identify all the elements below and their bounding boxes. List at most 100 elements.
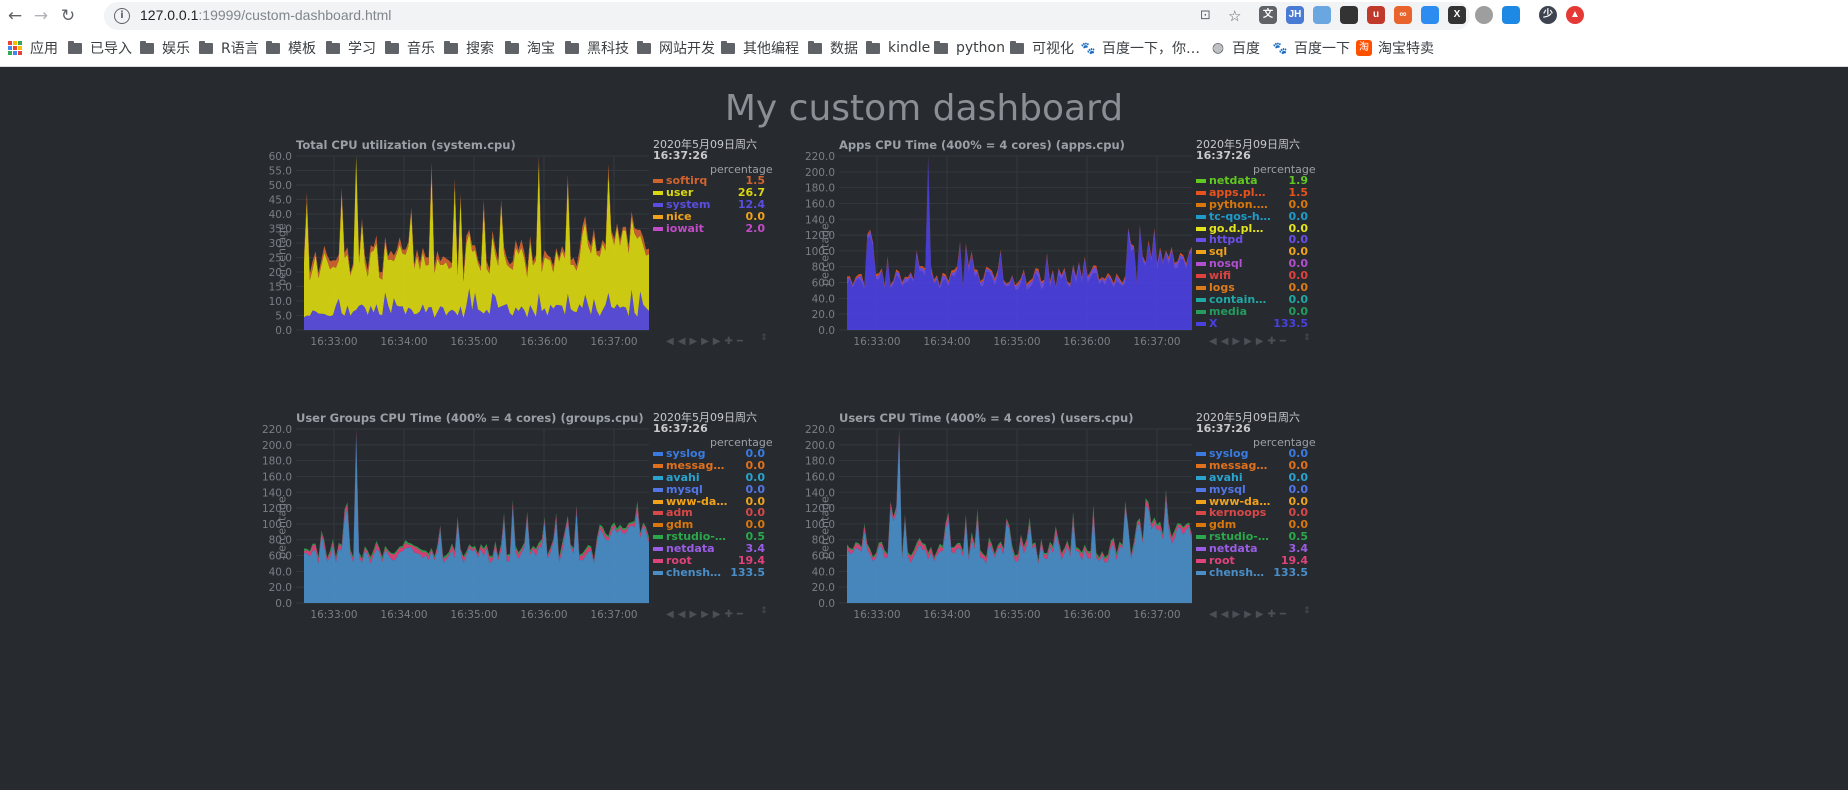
chart-panel[interactable]: 220.0 200.0 180.0 160.0 140.0 120.0 100.0 80.0 6… bbox=[250, 411, 890, 671]
back-arrow-icon[interactable]: ← bbox=[7, 6, 23, 26]
zoom-out-icon[interactable]: ━ bbox=[736, 336, 747, 347]
legend-item[interactable]: root 19.4 bbox=[653, 555, 765, 567]
translate-page-icon[interactable]: ⊡ bbox=[1200, 8, 1211, 23]
forward-icon[interactable]: ▶▶ bbox=[701, 609, 725, 620]
legend-item[interactable]: apps.plu… 1.5 bbox=[1196, 186, 1308, 199]
url-text[interactable]: 127.0.0.1:19999/custom-dashboard.html bbox=[140, 7, 391, 23]
chart-plot[interactable]: 220.0 200.0 180.0 160.0 140.0 120.0 100.0 80.0 6… bbox=[793, 411, 1193, 626]
legend-item[interactable]: netdata 3.4 bbox=[1196, 543, 1308, 555]
bookmark-item[interactable]: 模板 bbox=[266, 38, 316, 58]
shield-ext-icon[interactable] bbox=[1313, 6, 1331, 24]
site-info-icon[interactable]: i bbox=[114, 8, 130, 24]
bookmark-item[interactable]: ◍ 百度 bbox=[1210, 38, 1260, 58]
reload-icon[interactable]: ↻ bbox=[60, 6, 76, 26]
legend-item[interactable]: system 12.4 bbox=[653, 198, 765, 211]
legend-item[interactable]: python.… 0.0 bbox=[1196, 198, 1308, 211]
legend-item[interactable]: netdata 3.4 bbox=[653, 543, 765, 555]
play-icon[interactable]: ▶ bbox=[1232, 609, 1245, 620]
legend-item[interactable]: wifi 0.0 bbox=[1196, 270, 1308, 282]
bookmark-item[interactable]: python bbox=[934, 38, 1005, 58]
infinity-ext-icon[interactable]: ∞ bbox=[1394, 6, 1412, 24]
address-bar[interactable]: i 127.0.0.1:19999/custom-dashboard.html … bbox=[104, 2, 1470, 30]
feather-ext-icon[interactable] bbox=[1421, 6, 1439, 24]
legend-item[interactable]: media 0.0 bbox=[1196, 305, 1308, 318]
resize-handle-icon[interactable]: ⇕ bbox=[1303, 333, 1311, 343]
chart-panel[interactable]: 220.0 200.0 180.0 160.0 140.0 120.0 100.0 80.0 6… bbox=[793, 411, 1433, 671]
zoom-out-icon[interactable]: ━ bbox=[1279, 609, 1290, 620]
rewind-icon[interactable]: ◀◀ bbox=[1209, 609, 1233, 620]
ublock-icon[interactable]: u bbox=[1367, 6, 1385, 24]
chart-plot[interactable]: 220.0 200.0 180.0 160.0 140.0 120.0 100.0 80.0 6… bbox=[793, 138, 1193, 353]
legend-item[interactable]: tc-qos-h… 0.0 bbox=[1196, 210, 1308, 223]
legend-item[interactable]: gdm 0.0 bbox=[1196, 519, 1308, 531]
rewind-icon[interactable]: ◀◀ bbox=[666, 609, 690, 620]
legend-item[interactable]: adm 0.0 bbox=[653, 507, 765, 519]
chart-toolbox[interactable]: ◀◀▶▶▶✚━ bbox=[1209, 336, 1290, 347]
bookmark-item[interactable]: 淘淘宝特卖 bbox=[1356, 38, 1434, 58]
resize-handle-icon[interactable]: ⇕ bbox=[760, 606, 768, 616]
legend-item[interactable]: mysql 0.0 bbox=[1196, 483, 1308, 496]
zoom-out-icon[interactable]: ━ bbox=[736, 609, 747, 620]
rewind-icon[interactable]: ◀◀ bbox=[1209, 336, 1233, 347]
rewind-icon[interactable]: ◀◀ bbox=[666, 336, 690, 347]
bookmark-item[interactable]: 数据 bbox=[808, 38, 858, 58]
legend-item[interactable]: avahi 0.0 bbox=[1196, 471, 1308, 484]
legend-item[interactable]: iowait 2.0 bbox=[653, 222, 765, 235]
play-icon[interactable]: ▶ bbox=[689, 609, 702, 620]
chart-plot[interactable]: 60.0 55.0 50.0 45.0 40.0 35.0 30.0 25.0 20.0 15.0… bbox=[250, 138, 650, 353]
chart-panel[interactable]: 60.0 55.0 50.0 45.0 40.0 35.0 30.0 25.0 20.0 15.0… bbox=[250, 138, 890, 398]
play-icon[interactable]: ▶ bbox=[1232, 336, 1245, 347]
zoom-in-icon[interactable]: ✚ bbox=[1267, 336, 1280, 347]
bookmark-item[interactable]: 已导入 bbox=[68, 38, 132, 58]
bookmark-item[interactable]: 音乐 bbox=[385, 38, 435, 58]
legend-item[interactable]: softirq 1.5 bbox=[653, 175, 765, 187]
legend-item[interactable]: netdata 1.9 bbox=[1196, 175, 1308, 187]
legend-item[interactable]: message… 0.0 bbox=[1196, 459, 1308, 472]
zoom-in-icon[interactable]: ✚ bbox=[724, 336, 737, 347]
chart-toolbox[interactable]: ◀◀▶▶▶✚━ bbox=[666, 609, 747, 620]
bookmark-item[interactable]: 🐾 百度一下 bbox=[1272, 38, 1350, 58]
play-icon[interactable]: ▶ bbox=[689, 336, 702, 347]
legend-item[interactable]: containers 0.0 bbox=[1196, 294, 1308, 306]
clock-ext-icon[interactable] bbox=[1502, 6, 1520, 24]
chart-panel[interactable]: 220.0 200.0 180.0 160.0 140.0 120.0 100.0 80.0 6… bbox=[793, 138, 1433, 398]
bookmark-item[interactable]: 应用 bbox=[8, 38, 58, 58]
zoom-in-icon[interactable]: ✚ bbox=[1267, 609, 1280, 620]
legend-item[interactable]: nice 0.0 bbox=[653, 210, 765, 223]
legend-item[interactable]: rstudio-… 0.5 bbox=[653, 531, 765, 543]
bookmark-item[interactable]: 🐾 百度一下，你… bbox=[1080, 38, 1200, 58]
zoom-in-icon[interactable]: ✚ bbox=[724, 609, 737, 620]
avatar[interactable]: 少 bbox=[1539, 6, 1557, 24]
ghost-ext-icon[interactable] bbox=[1340, 6, 1358, 24]
legend-item[interactable]: syslog 0.0 bbox=[653, 448, 765, 460]
legend-item[interactable]: go.d.plu… 0.0 bbox=[1196, 222, 1308, 235]
legend-item[interactable]: rstudio-… 0.5 bbox=[1196, 531, 1308, 543]
legend-item[interactable]: sql 0.0 bbox=[1196, 246, 1308, 258]
resize-handle-icon[interactable]: ⇕ bbox=[760, 333, 768, 343]
forward-icon[interactable]: ▶▶ bbox=[1244, 609, 1268, 620]
zoom-out-icon[interactable]: ━ bbox=[1279, 336, 1290, 347]
update-icon[interactable]: ▲ bbox=[1566, 6, 1584, 24]
legend-item[interactable]: logs 0.0 bbox=[1196, 282, 1308, 294]
legend-item[interactable]: chensha… 133.5 bbox=[653, 567, 765, 579]
forward-icon[interactable]: ▶▶ bbox=[701, 336, 725, 347]
chart-toolbox[interactable]: ◀◀▶▶▶✚━ bbox=[1209, 609, 1290, 620]
bookmark-item[interactable]: 黑科技 bbox=[565, 38, 629, 58]
legend-item[interactable]: user 26.7 bbox=[653, 186, 765, 199]
bookmark-item[interactable]: 网站开发 bbox=[637, 38, 715, 58]
chart-plot[interactable]: 220.0 200.0 180.0 160.0 140.0 120.0 100.0 80.0 6… bbox=[250, 411, 650, 626]
forward-icon[interactable]: ▶▶ bbox=[1244, 336, 1268, 347]
legend-item[interactable]: root 19.4 bbox=[1196, 555, 1308, 567]
bookmark-item[interactable]: 学习 bbox=[326, 38, 376, 58]
legend-item[interactable]: httpd 0.0 bbox=[1196, 234, 1308, 246]
bookmark-star-icon[interactable]: ☆ bbox=[1228, 7, 1242, 25]
legend-item[interactable]: www-data 0.0 bbox=[653, 495, 765, 508]
x-ext-icon[interactable]: X bbox=[1448, 6, 1466, 24]
legend-item[interactable]: X 133.5 bbox=[1196, 317, 1308, 330]
chart-toolbox[interactable]: ◀◀▶▶▶✚━ bbox=[666, 336, 747, 347]
legend-item[interactable]: syslog 0.0 bbox=[1196, 448, 1308, 460]
jsonhandle-icon[interactable]: JH bbox=[1286, 6, 1304, 24]
bookmark-item[interactable]: kindle bbox=[866, 38, 930, 58]
bookmark-item[interactable]: R语言 bbox=[199, 38, 259, 58]
resize-handle-icon[interactable]: ⇕ bbox=[1303, 606, 1311, 616]
